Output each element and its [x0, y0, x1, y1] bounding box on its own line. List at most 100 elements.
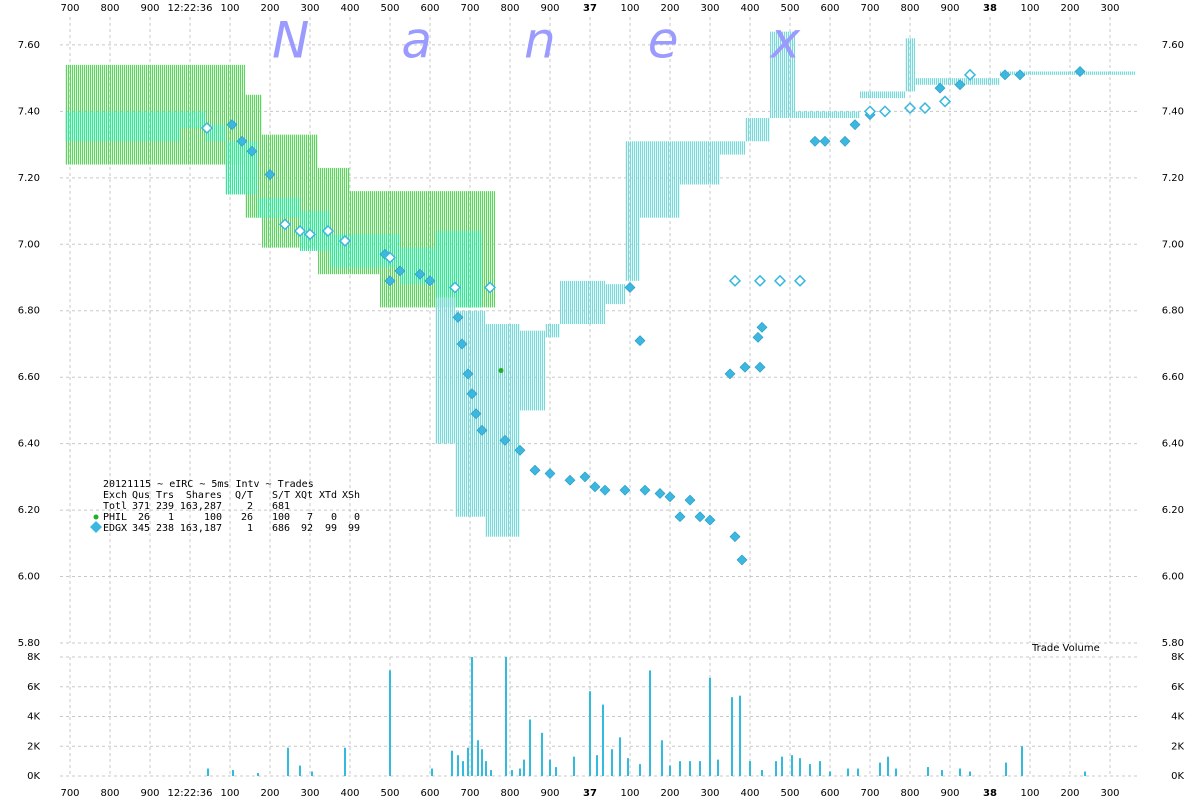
volume-bar: [639, 764, 641, 776]
y-tick-label: 6.20: [18, 505, 40, 516]
watermark: Nanex: [272, 12, 892, 70]
trade-diamond: [684, 494, 696, 506]
x-tick-label: 800: [100, 3, 119, 14]
volume-bar: [669, 765, 671, 776]
trade-diamond: [863, 105, 877, 118]
x-tick-label: 12:22:36: [168, 788, 213, 799]
volume-bar: [775, 761, 777, 776]
trade-diamond: [384, 275, 396, 287]
y-tick-label-right: 8K: [1171, 652, 1184, 663]
legend-cell: 26: [138, 512, 150, 523]
volume-bar: [847, 768, 849, 776]
quote-band: [720, 141, 745, 155]
y-tick-label-right: 6.60: [1162, 372, 1184, 383]
volume-bar: [969, 771, 971, 776]
quote-band: [180, 111, 205, 128]
trade-diamond: [466, 388, 478, 400]
volume-bar: [457, 755, 459, 776]
volume-bar: [799, 758, 801, 776]
volume-bar: [781, 756, 783, 776]
x-tick-label: 200: [1060, 788, 1079, 799]
x-tick-label: 500: [780, 788, 799, 799]
legend-cell: 0: [331, 512, 337, 523]
volume-bar: [739, 695, 741, 776]
trade-diamond: [544, 468, 556, 479]
volume-bar: [1021, 746, 1023, 776]
trade-diamond: [624, 282, 636, 293]
x-tick-label: 900: [940, 3, 959, 14]
volume-bar: [731, 697, 733, 776]
x-tick-label: 800: [900, 3, 919, 14]
trade-diamond: [293, 224, 307, 238]
trade-diamond: [756, 321, 768, 333]
legend-header: Trs: [156, 490, 174, 501]
legend-cell: 2: [247, 501, 253, 512]
volume-bar: [679, 761, 681, 776]
x-tick-label: 100: [620, 788, 639, 799]
volume-bar: [895, 768, 897, 776]
y-tick-label-right: 6.00: [1162, 572, 1184, 583]
legend-marker: [93, 514, 99, 520]
volume-bar: [699, 761, 701, 776]
trade-diamond: [754, 361, 766, 373]
trade-diamond: [674, 511, 686, 523]
x-tick-label: 900: [140, 3, 159, 14]
legend-cell: Totl: [103, 501, 127, 512]
trade-diamond: [1074, 66, 1086, 77]
y-tick-label-right: 4K: [1171, 712, 1184, 723]
y-tick-label-right: 2K: [1171, 741, 1184, 752]
trade-diamond: [448, 281, 462, 294]
volume-bar: [857, 768, 859, 776]
quote-band: [680, 141, 720, 185]
volume-bar: [573, 756, 575, 776]
trade-diamond: [236, 135, 248, 147]
legend-cell: 238: [156, 523, 174, 534]
trade-diamond: [793, 274, 807, 287]
x-tick-label: 400: [740, 788, 759, 799]
legend-caption: 20121115 ~ eIRC ~ 5ms Intv ~ Trades: [103, 479, 314, 490]
volume-bar: [717, 759, 719, 776]
quote-band: [1000, 71, 1135, 75]
volume-bar: [462, 761, 464, 776]
x-tick-label: 37: [583, 788, 597, 799]
legend-cell: 163,187: [180, 523, 222, 534]
legend-cell: 100: [272, 512, 290, 523]
quote-band: [485, 324, 520, 537]
quote-band: [257, 197, 300, 218]
volume-bar: [941, 770, 943, 776]
y-tick-label-right: 5.80: [1162, 638, 1184, 649]
x-tick-label: 100: [620, 3, 639, 14]
x-tick-label: 200: [1060, 3, 1079, 14]
x-tick-label: 300: [700, 788, 719, 799]
volume-bar: [879, 762, 881, 776]
legend-cell: 26: [241, 512, 253, 523]
volume-bar: [1005, 762, 1007, 776]
volume-bar: [749, 761, 751, 776]
x-tick-label: 300: [1100, 788, 1119, 799]
quote-band: [745, 118, 770, 142]
volume-bar: [519, 768, 521, 776]
x-tick-label: 500: [780, 3, 799, 14]
y-tick-label: 6K: [27, 682, 40, 693]
volume-bar: [791, 755, 793, 776]
trade-diamond: [849, 119, 861, 131]
x-tick-label: 100: [220, 3, 239, 14]
trade-diamond: [752, 331, 764, 343]
volume-bar: [611, 749, 613, 776]
x-tick-label: 800: [100, 788, 119, 799]
volume-bar: [299, 765, 301, 776]
volume-bar: [541, 732, 543, 776]
trade-diamond: [1014, 69, 1026, 81]
legend-header: Q/T: [235, 490, 253, 501]
volume-bar: [257, 773, 259, 776]
y-tick-label: 7.20: [18, 173, 40, 184]
quote-band: [770, 31, 795, 119]
trade-diamond: [954, 79, 966, 91]
x-tick-label: 400: [340, 788, 359, 799]
trade-diamond: [200, 121, 214, 135]
y-tick-label: 6.40: [18, 439, 40, 450]
y-tick-label: 7.00: [18, 239, 40, 250]
y-tick-label-right: 6.40: [1162, 439, 1184, 450]
quote-band: [860, 91, 905, 99]
x-tick-label: 800: [500, 788, 519, 799]
